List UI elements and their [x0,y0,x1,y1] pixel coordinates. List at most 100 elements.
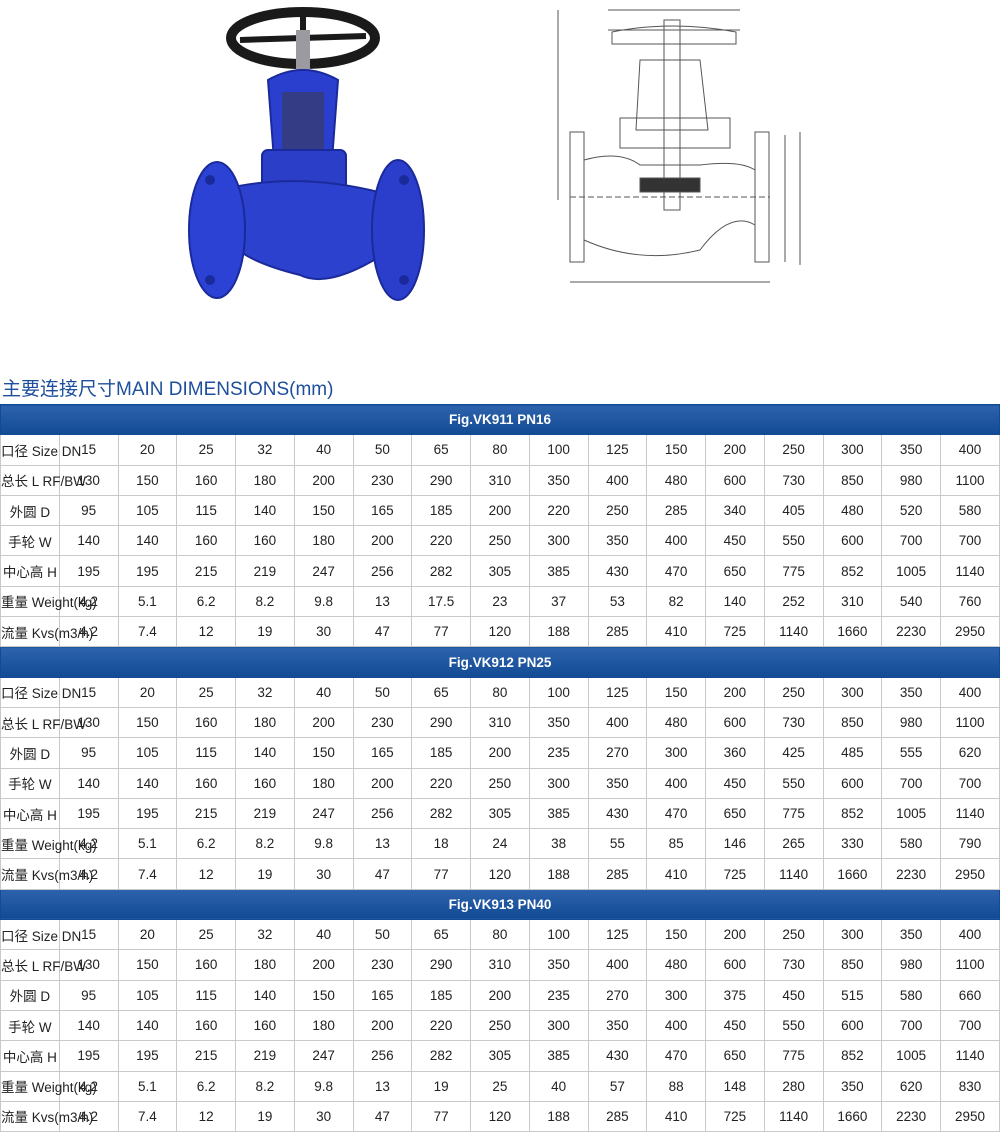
cell: 700 [881,767,941,799]
cell: 600 [822,767,883,799]
cell: 1660 [822,616,883,648]
cell: 30 [293,858,354,890]
cell: 247 [293,797,354,830]
table-row: 外圆 D 95 105 115 140 150 165 185 200 220 250 285 340 4… [0,494,1000,527]
cell: 830 [940,1070,1000,1102]
cell: 430 [587,555,648,587]
cell: 219 [235,797,295,830]
cell: 470 [646,555,706,587]
cell: 195 [117,797,178,830]
cell: 100 [528,919,589,951]
cell: 270 [587,737,648,769]
cell: 300 [528,525,589,557]
cell: 200 [470,737,530,769]
table-row: 流量 Kvs(m3/h) 4.2 7.4 12 19 30 47 77 120 188 285 410… [0,1100,1000,1132]
cell: 700 [881,525,941,557]
cell: 120 [470,616,530,648]
cell: 200 [293,706,354,739]
cell: 350 [822,1070,883,1102]
row-label: 外圆 D [0,979,60,1011]
cell: 80 [470,676,530,708]
cell: 40 [528,1070,589,1102]
cell: 310 [470,949,530,981]
cell: 1005 [881,797,941,830]
cell: 385 [528,1040,589,1072]
cell: 82 [646,585,706,618]
table-row: 中心高 H 195 195 215 219 247 256 282 305 385 430 470 65… [0,1040,1000,1072]
row-label: 总长 L RF/BW [0,464,86,496]
cell: 215 [176,797,236,830]
dimensions-table: Fig.VK911 PN16 口径 Size DN 15 20 25 32 40 50 65 80… [0,403,1000,1132]
table-row: 手轮 W 140 140 160 160 180 200 220 250 300 350 400 450… [0,767,1000,799]
cell: 8.2 [235,828,295,860]
cell: 195 [58,555,119,587]
cell: 150 [293,737,354,769]
cell: 980 [881,464,941,496]
cell: 30 [293,616,354,648]
cell: 450 [705,767,765,799]
cell: 852 [822,555,883,587]
row-label: 中心高 H [0,797,60,830]
cell: 350 [881,919,941,951]
table-row: 手轮 W 140 140 160 160 180 200 220 250 300 350 400 450… [0,525,1000,557]
cell: 12 [176,858,236,890]
cell: 250 [763,919,824,951]
table-row: 流量 Kvs(m3/h) 4.2 7.4 12 19 30 47 77 120 188 285 410… [0,616,1000,648]
cell: 13 [352,585,413,618]
cell: 150 [117,949,178,981]
cell: 350 [587,1009,648,1042]
cell: 250 [763,434,824,466]
cell: 350 [881,434,941,466]
cell: 200 [470,979,530,1011]
cell: 775 [763,1040,824,1072]
cell: 400 [646,767,706,799]
product-images [188,7,801,301]
cell: 1140 [763,1100,824,1132]
cell: 650 [705,555,765,587]
cell: 650 [705,797,765,830]
cell: 375 [705,979,765,1011]
cell: 520 [881,494,941,527]
cell: 195 [117,555,178,587]
row-label: 流量 Kvs(m3/h) [0,616,93,648]
cell: 13 [352,1070,413,1102]
cell: 32 [235,676,295,708]
cell: 50 [352,919,413,951]
cell: 19 [235,616,295,648]
cell: 150 [646,676,706,708]
cell: 550 [763,1009,824,1042]
cell: 200 [470,494,530,527]
cell: 350 [528,706,589,739]
cell: 13 [352,828,413,860]
row-label: 中心高 H [0,1040,60,1072]
cell: 15 [58,919,119,951]
cell: 450 [705,1009,765,1042]
table-row: 总长 L RF/BW 130 150 160 180 200 230 290 310 350 400… [0,706,1000,739]
cell: 6.2 [176,1070,236,1102]
cell: 50 [352,676,413,708]
row-label: 流量 Kvs(m3/h) [0,1100,93,1132]
cell: 725 [705,1100,765,1132]
cell: 550 [763,525,824,557]
cell: 247 [293,1040,354,1072]
valve-drawing [557,9,801,283]
cell: 47 [352,858,413,890]
cell: 405 [763,494,824,527]
row-label: 手轮 W [0,1009,60,1042]
cell: 19 [411,1070,471,1102]
table-row: 重量 Weight(kg) 4.2 5.1 6.2 8.2 9.8 13 17.5 23 37 53… [0,585,1000,618]
table-row: 外圆 D 95 105 115 140 150 165 185 200 235 270 300 360 4… [0,737,1000,769]
cell: 55 [587,828,648,860]
cell: 350 [528,949,589,981]
cell: 160 [235,525,295,557]
cell: 430 [587,797,648,830]
section-header-row: Fig.VK913 PN40 [0,888,1000,921]
cell: 85 [646,828,706,860]
cell: 2230 [881,858,941,890]
cell: 285 [587,858,648,890]
cell: 7.4 [117,616,178,648]
cell: 105 [117,494,178,527]
cell: 120 [470,1100,530,1132]
cell: 195 [58,1040,119,1072]
cell: 77 [411,1100,471,1132]
